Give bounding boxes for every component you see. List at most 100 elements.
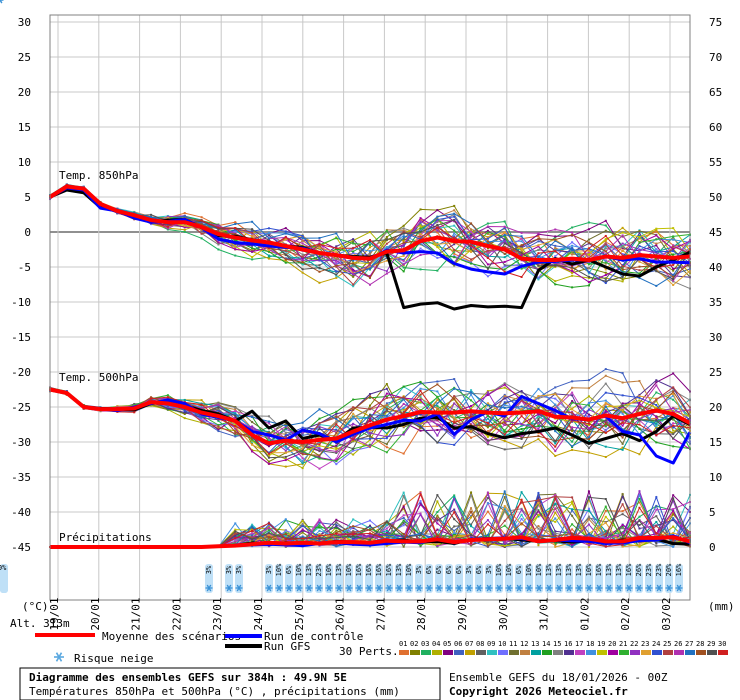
perturbation-point: [621, 246, 624, 249]
perturbation-point: [587, 533, 590, 536]
perturbation-point: [655, 525, 658, 528]
perturbation-point: [284, 261, 287, 264]
perturbation-point: [503, 242, 506, 245]
perturbation-point: [655, 425, 658, 428]
snow-risk-label: 10%: [275, 563, 283, 576]
perturbation-point: [604, 536, 607, 539]
perturbation-point: [587, 496, 590, 499]
perturbation-point: [520, 523, 523, 526]
perturbation-point: [587, 424, 590, 427]
perturbation-point: [234, 530, 237, 533]
x-tick-label: 27/01: [374, 597, 387, 630]
perturbation-number: 09: [487, 640, 495, 648]
perturbation-point: [571, 286, 574, 289]
perturbation-point: [453, 420, 456, 423]
perturbation-point: [503, 264, 506, 267]
perturbation-point: [385, 443, 388, 446]
perturbation-point: [301, 447, 304, 450]
perturbation-point: [672, 275, 675, 278]
perturbation-point: [318, 237, 321, 240]
perturbation-point: [571, 533, 574, 536]
perturbation-point: [318, 540, 321, 543]
perturbation-point: [571, 386, 574, 389]
perturbation-point: [503, 235, 506, 238]
perturbation-point: [402, 230, 405, 233]
perturbation-point: [318, 443, 321, 446]
perturbation-number: 08: [476, 640, 484, 648]
perturbation-point: [284, 455, 287, 458]
chart-subtitle: Températures 850hPa et 500hPa (°C) , pré…: [29, 685, 400, 698]
perturbation-point: [503, 382, 506, 385]
perturbation-point: [470, 399, 473, 402]
perturbation-point: [604, 391, 607, 394]
left-tick-label: -5: [18, 261, 31, 274]
perturbation-point: [621, 524, 624, 527]
perturbation-point: [402, 239, 405, 242]
perturbation-point: [301, 234, 304, 237]
perturbation-point: [503, 510, 506, 513]
perturbation-point: [318, 519, 321, 522]
perturbation-point: [318, 243, 321, 246]
perturbation-point: [352, 447, 355, 450]
left-tick-label: -40: [11, 506, 31, 519]
perturbation-point: [503, 231, 506, 234]
perturbation-point: [655, 533, 658, 536]
perturbation-point: [267, 250, 270, 253]
perturbation-number: 17: [575, 640, 583, 648]
perturbation-point: [369, 241, 371, 244]
legend-snow-label: Risque neige: [74, 652, 153, 665]
right-tick-label: 30: [709, 331, 722, 344]
perturbation-point: [251, 421, 254, 424]
perturbation-point: [436, 229, 439, 232]
perturbation-point: [251, 440, 254, 443]
snow-risk-label: 13%: [395, 563, 403, 576]
perturbation-point: [486, 443, 489, 446]
perturbation-point: [638, 399, 641, 402]
snowflake-stroke: [226, 584, 232, 592]
legend-mean-label: Moyenne des scénarios: [102, 630, 241, 643]
perturbation-point: [369, 429, 371, 432]
perturbation-point: [419, 247, 422, 250]
perturbation-point: [402, 431, 405, 434]
snowflake-icon: [515, 584, 523, 592]
x-tick-label: 31/01: [538, 597, 551, 630]
snowflake-icon: [675, 584, 683, 592]
perturbation-point: [486, 231, 489, 234]
left-tick-label: 0: [24, 226, 31, 239]
perturbation-point: [537, 233, 540, 236]
perturbation-point: [385, 527, 388, 530]
perturbation-point: [301, 242, 304, 245]
perturbation-point: [436, 533, 439, 536]
perturbation-point: [486, 394, 489, 397]
perturbation-point: [335, 263, 338, 266]
perturbation-number: 27: [685, 640, 693, 648]
perturbation-point: [453, 496, 456, 499]
perturbation-point: [621, 503, 624, 506]
perturbation-point: [436, 219, 439, 222]
perturbation-point: [318, 538, 321, 541]
perturbation-point: [554, 545, 557, 548]
perturbation-point: [672, 544, 675, 547]
perturbation-point: [251, 427, 254, 430]
perturbation-point: [503, 401, 506, 404]
perturbation-point: [217, 243, 220, 246]
perturbation-point: [267, 237, 270, 240]
perturbation-point: [655, 384, 658, 387]
perturbation-point: [571, 440, 574, 443]
perturbation-point: [284, 536, 287, 539]
perturbation-point: [335, 412, 338, 415]
left-axis-ticks: 30 25 20 15 10 5 0 -5 -10 -15 -20 -25 -30 -35 -40 -45: [11, 16, 31, 554]
perturbation-point: [150, 404, 153, 407]
perturbation-point: [672, 392, 675, 395]
perturbation-point: [335, 428, 338, 431]
perturbation-point: [234, 254, 237, 257]
perturbation-point: [587, 251, 590, 254]
perturbation-point: [638, 541, 641, 544]
perturbation-point: [638, 396, 641, 399]
perturbation-point: [284, 424, 287, 427]
perturbation-point: [655, 242, 658, 245]
snow-risk-label: 10%: [525, 563, 533, 576]
perturbation-point: [352, 240, 355, 243]
perturbation-point: [571, 261, 574, 264]
perturbation-point: [571, 391, 574, 394]
